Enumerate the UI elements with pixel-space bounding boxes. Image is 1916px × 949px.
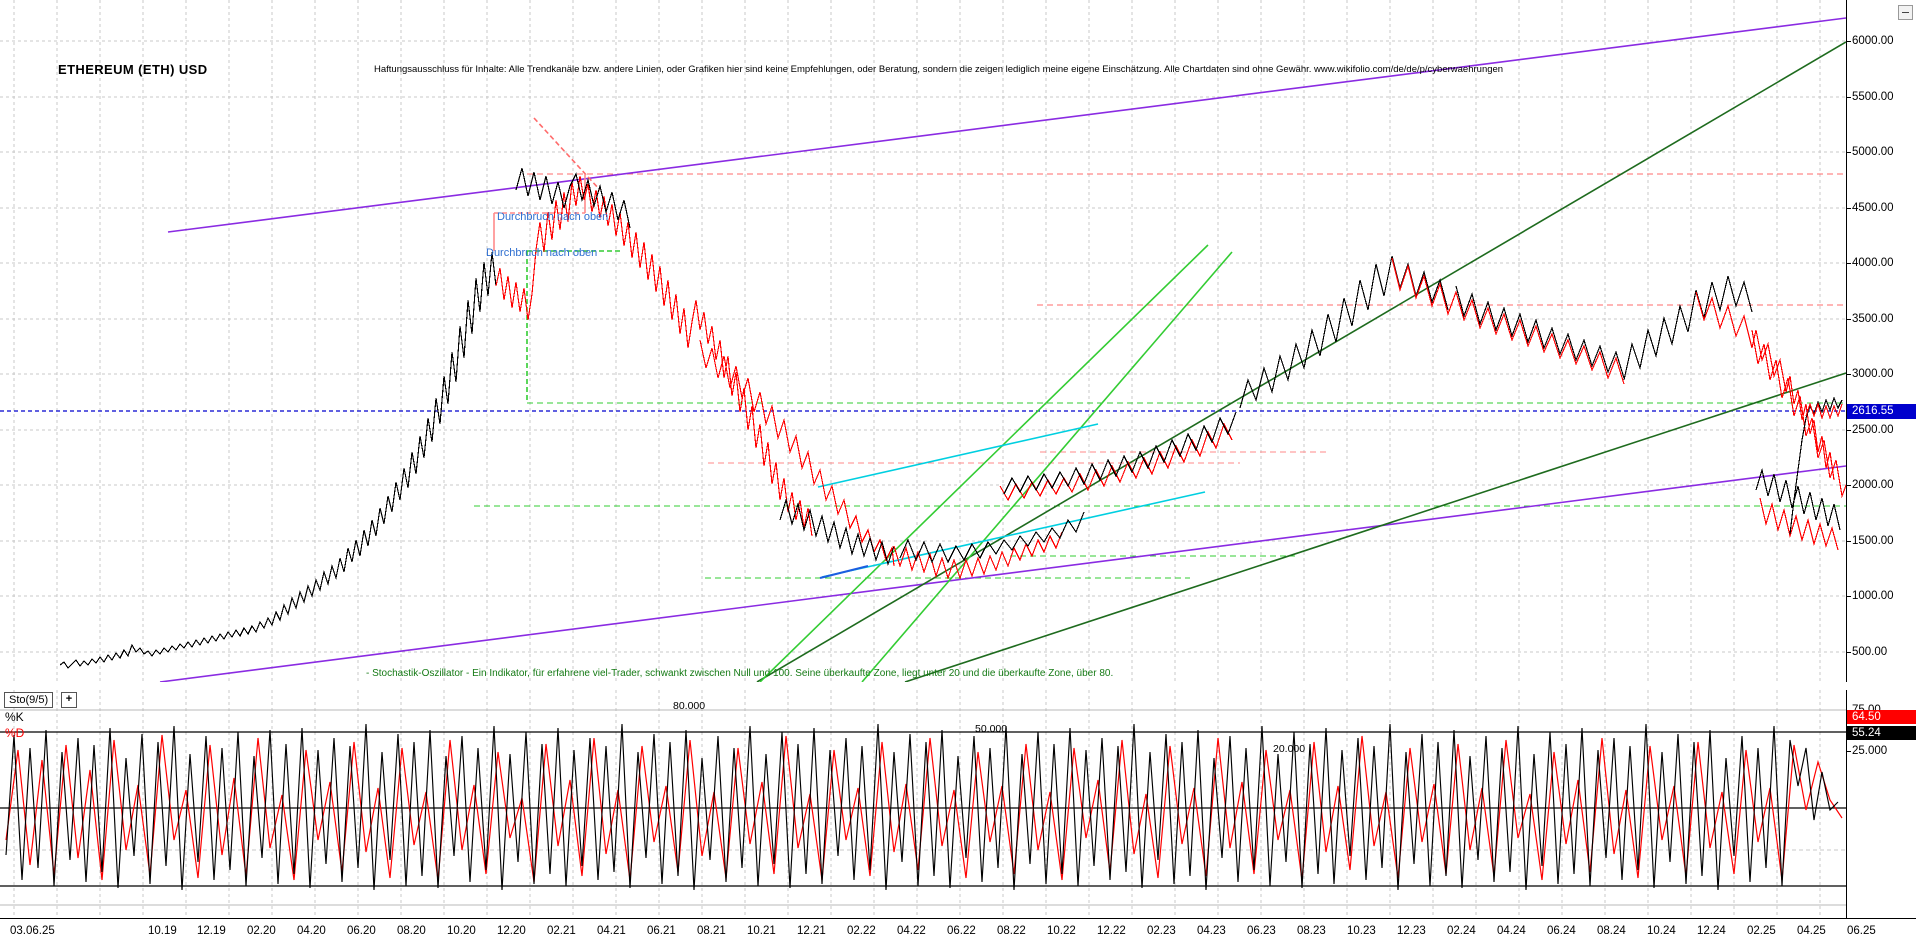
date-tick: 06.24 bbox=[1547, 925, 1576, 937]
date-tick: 02.24 bbox=[1447, 925, 1476, 937]
date-tick: 06.20 bbox=[347, 925, 376, 937]
date-tick: 06.23 bbox=[1247, 925, 1276, 937]
annotation-breakout-2: Durchbruch nach oben bbox=[486, 247, 598, 259]
date-tick: 08.23 bbox=[1297, 925, 1326, 937]
date-tick: 12.20 bbox=[497, 925, 526, 937]
oscillator-axis[interactable]: 75.00 64.50 55.24 25.000 bbox=[1846, 690, 1916, 918]
price-tick: 5500.00 bbox=[1847, 91, 1894, 103]
date-tick: 12.23 bbox=[1397, 925, 1426, 937]
oscillator-canvas[interactable] bbox=[0, 690, 1846, 918]
chart-title: ETHEREUM (ETH) USD bbox=[58, 62, 208, 77]
date-tick: 08.24 bbox=[1597, 925, 1626, 937]
osc-tick-25: 25.000 bbox=[1846, 745, 1888, 757]
date-tick: 04.23 bbox=[1197, 925, 1226, 937]
price-chart-panel[interactable]: ETHEREUM (ETH) USD Haftungsausschluss fü… bbox=[0, 0, 1846, 682]
price-tick: 4000.00 bbox=[1847, 257, 1894, 269]
oscillator-series-k-label: %K bbox=[5, 710, 24, 724]
date-tick: 08.21 bbox=[697, 925, 726, 937]
date-tick: 12.24 bbox=[1697, 925, 1726, 937]
date-tick: 04.21 bbox=[597, 925, 626, 937]
oscillator-k-value-badge: 64.50 bbox=[1847, 710, 1916, 724]
date-tick: 08.22 bbox=[997, 925, 1026, 937]
date-tick: 02.22 bbox=[847, 925, 876, 937]
oscillator-d-value-badge: 55.24 bbox=[1847, 726, 1916, 740]
osc-level-lines bbox=[0, 709, 1846, 906]
date-tick: 02.20 bbox=[247, 925, 276, 937]
date-tick: 04.20 bbox=[297, 925, 326, 937]
price-tick: 1500.00 bbox=[1847, 535, 1894, 547]
stochastic-oscillator-panel[interactable]: Sto(9/5) + %K %D 80.000 50.000 20.000 bbox=[0, 690, 1846, 918]
price-series bbox=[59, 167, 1846, 669]
osc-series-k bbox=[5, 723, 1839, 891]
horizontal-level-lines bbox=[0, 173, 1846, 579]
date-axis[interactable]: 03.06.25 10.19 12.19 02.20 04.20 06.20 0… bbox=[0, 918, 1916, 949]
oscillator-level-label-50: 50.000 bbox=[975, 723, 1008, 735]
date-tick: 04.22 bbox=[897, 925, 926, 937]
date-tick: 10.23 bbox=[1347, 925, 1376, 937]
date-tick: 02.21 bbox=[547, 925, 576, 937]
price-axis[interactable]: 6000.00 5500.00 5000.00 4500.00 4000.00 … bbox=[1846, 0, 1916, 682]
date-tick: 03.06.25 bbox=[10, 925, 55, 937]
date-tick: 12.22 bbox=[1097, 925, 1126, 937]
current-price-badge: 2616.55 bbox=[1847, 404, 1916, 419]
date-tick: 08.20 bbox=[397, 925, 426, 937]
price-tick: 3000.00 bbox=[1847, 368, 1894, 380]
price-tick: 2000.00 bbox=[1847, 479, 1894, 491]
date-tick: 06.21 bbox=[647, 925, 676, 937]
date-tick: 06.22 bbox=[947, 925, 976, 937]
date-tick: 12.21 bbox=[797, 925, 826, 937]
horizontal-gridlines bbox=[0, 40, 1846, 653]
price-tick: 5000.00 bbox=[1847, 146, 1894, 158]
oscillator-level-label-80: 80.000 bbox=[673, 700, 706, 712]
oscillator-level-label-20: 20.000 bbox=[1273, 743, 1306, 755]
minimize-icon[interactable] bbox=[1898, 5, 1913, 20]
date-tick: 02.23 bbox=[1147, 925, 1176, 937]
price-chart-canvas[interactable] bbox=[0, 0, 1846, 682]
oscillator-series-d-label: %D bbox=[5, 726, 25, 740]
date-tick: 10.19 bbox=[148, 925, 177, 937]
price-tick: 3500.00 bbox=[1847, 313, 1894, 325]
date-tick: 04.24 bbox=[1497, 925, 1526, 937]
price-tick: 4500.00 bbox=[1847, 202, 1894, 214]
annotation-breakout-1: Durchbruch nach oben bbox=[497, 211, 609, 223]
price-tick: 2500.00 bbox=[1847, 424, 1894, 436]
oscillator-explanation-note: - Stochastik-Oszillator - Ein Indikator,… bbox=[366, 668, 1114, 679]
disclaimer-text: Haftungsausschluss für Inhalte: Alle Tre… bbox=[374, 64, 1504, 75]
date-tick: 10.21 bbox=[747, 925, 776, 937]
oscillator-name-badge[interactable]: Sto(9/5) bbox=[4, 692, 54, 708]
date-tick: 06.25 bbox=[1847, 925, 1876, 937]
expand-icon[interactable]: + bbox=[61, 692, 77, 708]
price-tick: 1000.00 bbox=[1847, 590, 1894, 602]
date-tick: 12.19 bbox=[197, 925, 226, 937]
price-tick: 6000.00 bbox=[1847, 35, 1894, 47]
date-tick: 10.24 bbox=[1647, 925, 1676, 937]
price-tick: 500.00 bbox=[1846, 646, 1888, 658]
date-tick: 10.20 bbox=[447, 925, 476, 937]
date-tick: 10.22 bbox=[1047, 925, 1076, 937]
osc-series-d bbox=[5, 734, 1843, 883]
date-tick: 04.25 bbox=[1797, 925, 1826, 937]
date-tick: 02.25 bbox=[1747, 925, 1776, 937]
